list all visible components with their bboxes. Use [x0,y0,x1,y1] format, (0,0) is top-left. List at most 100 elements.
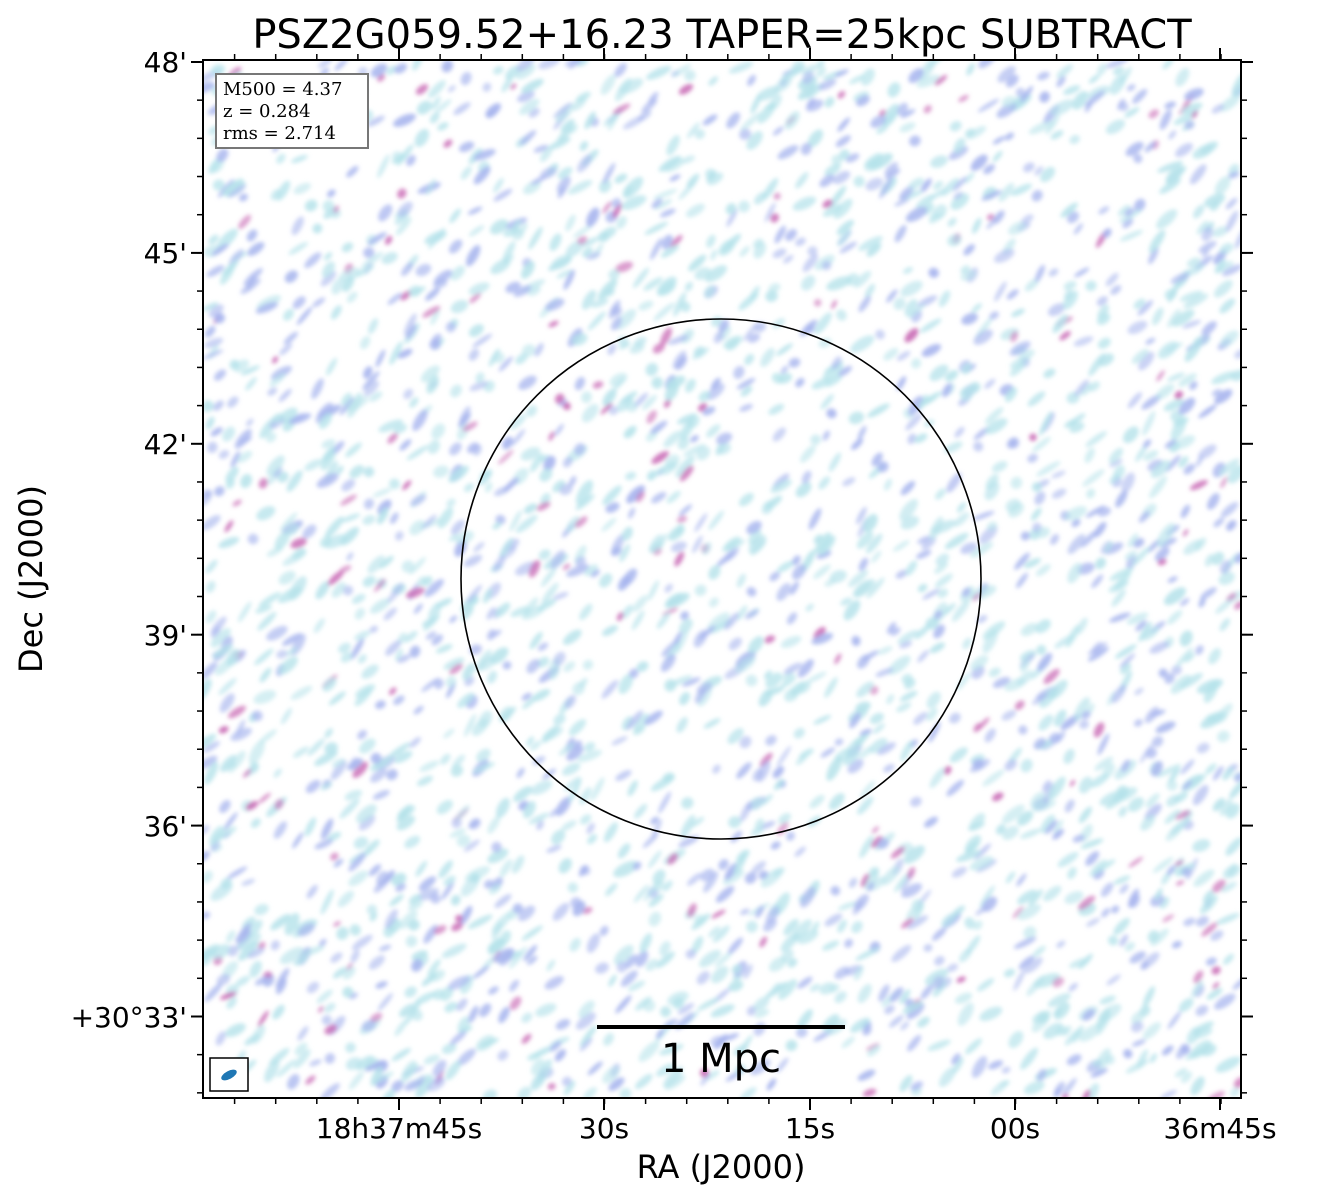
emission-blob [943,766,952,775]
emission-blob [468,324,484,337]
emission-blob [1201,922,1218,937]
emission-blob [225,466,239,483]
emission-blob [833,198,853,219]
emission-blob [1131,1021,1144,1033]
emission-blob [438,860,453,879]
emission-blob [1064,891,1084,904]
emission-blob [396,804,411,823]
emission-blob [247,533,259,545]
emission-blob [457,692,475,708]
emission-blob [491,921,503,940]
emission-blob [431,96,441,110]
emission-blob [932,927,947,941]
emission-blob [773,192,781,200]
emission-blob [227,396,239,408]
emission-blob [385,640,401,656]
emission-blob [875,667,894,677]
emission-blob [1192,839,1211,852]
emission-blob [510,606,530,618]
emission-blob [858,236,883,251]
emission-blob [346,552,354,561]
emission-blob [1001,1066,1011,1074]
emission-blob [739,245,750,257]
emission-blob [691,936,704,954]
emission-blob [1151,709,1166,717]
emission-blob [1010,183,1032,196]
emission-blob [348,852,366,872]
emission-blob [1210,930,1224,941]
emission-blob [774,76,792,93]
emission-blob [1109,567,1134,581]
emission-blob [611,305,622,317]
emission-blob [1019,828,1042,839]
emission-blob [1091,574,1104,589]
emission-blob [998,182,1015,202]
emission-blob [1118,806,1128,818]
emission-blob [1144,141,1156,153]
emission-blob [1154,546,1170,562]
emission-blob [266,455,285,476]
emission-blob [661,234,673,250]
emission-blob [614,261,634,273]
emission-blob [294,1042,308,1056]
emission-blob [602,201,612,214]
emission-blob [1214,258,1226,274]
emission-blob [1048,268,1059,277]
emission-blob [530,1058,545,1076]
emission-blob [883,478,893,491]
emission-blob [203,733,217,750]
emission-blob [360,336,371,350]
emission-blob [605,883,618,897]
emission-blob [1085,851,1100,866]
emission-blob [327,189,336,198]
emission-blob [1081,1089,1091,1098]
emission-blob [756,86,780,101]
emission-blob [750,1059,771,1076]
emission-blob [973,329,993,345]
emission-blob [208,234,219,245]
emission-blob [842,477,856,487]
emission-blob [602,485,622,505]
emission-blob [708,565,721,580]
emission-blob [691,347,710,360]
emission-blob [1123,1048,1133,1059]
emission-blob [1175,142,1193,158]
emission-blob [276,649,288,659]
emission-blob [213,400,224,411]
emission-blob [1069,779,1076,787]
emission-blob [753,238,764,249]
emission-blob [711,909,726,919]
emission-blob [890,627,901,636]
x-tick-label: 18h37m45s [316,1112,483,1145]
emission-blob [384,909,398,929]
emission-blob [922,588,940,600]
emission-blob [768,403,785,415]
emission-blob [411,958,423,972]
emission-blob [348,1071,364,1090]
emission-blob [976,615,988,624]
emission-blob [792,196,817,211]
emission-blob [1035,564,1051,577]
emission-blob [972,217,982,234]
emission-blob [383,870,395,884]
emission-blob [994,248,1015,263]
emission-blob [783,254,794,264]
emission-blob [384,235,393,245]
emission-blob [1196,742,1210,754]
emission-blob [1222,767,1234,781]
emission-blob [664,1074,686,1090]
emission-blob [947,234,962,247]
emission-blob [397,188,407,199]
emission-blob [820,394,834,410]
emission-blob [857,983,872,1004]
emission-blob [409,645,421,658]
emission-blob [211,944,230,960]
emission-blob [986,521,998,532]
emission-blob [1125,141,1144,157]
emission-blob [1192,784,1209,806]
emission-blob [577,749,603,763]
emission-blob [515,63,536,80]
emission-blob [219,799,231,814]
emission-blob [548,256,572,271]
emission-blob [1167,576,1178,583]
